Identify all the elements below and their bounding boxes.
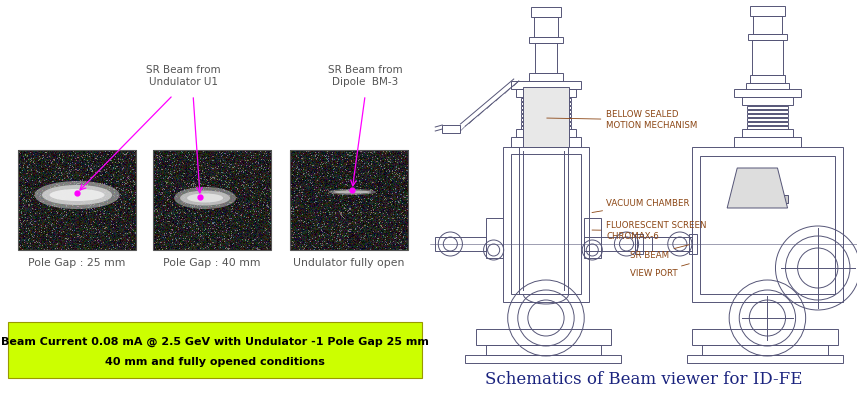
Bar [534,17,558,37]
Bar [692,147,843,302]
Bar [521,110,571,113]
Bar [529,37,563,43]
Bar [18,150,136,250]
Bar [516,129,576,137]
Ellipse shape [328,189,376,195]
Bar [700,156,835,294]
Bar [530,7,561,17]
Bar [516,89,576,97]
Bar [637,237,692,251]
Ellipse shape [180,191,231,205]
Bar [511,137,581,147]
Bar [634,234,643,254]
Ellipse shape [42,185,112,205]
Bar [521,98,571,101]
Bar [742,129,793,137]
Bar [291,150,408,250]
Text: Beam Current 0.08 mA @ 2.5 GeV with Undulator -1 Pole Gap 25 mm: Beam Current 0.08 mA @ 2.5 GeV with Undu… [1,336,429,347]
Ellipse shape [187,193,223,203]
Bar [747,106,788,109]
Bar [748,34,787,40]
Text: Schematics of Beam viewer for ID-FE: Schematics of Beam viewer for ID-FE [485,371,802,388]
Bar [153,150,271,250]
Bar [737,195,788,203]
Bar [751,6,784,16]
Bar [702,345,828,355]
Bar [692,329,838,345]
Bar [734,89,800,97]
Ellipse shape [34,181,120,209]
Bar [523,87,569,147]
Bar [529,73,563,81]
Bar [751,75,784,83]
Bar [687,355,843,363]
Bar [747,122,788,125]
Text: SR Beam from
Undulator U1: SR Beam from Undulator U1 [146,65,220,87]
Bar [521,102,571,105]
Bar [734,137,800,147]
Bar [584,237,634,251]
Bar [521,114,571,117]
Bar [747,110,788,113]
Bar [511,81,581,89]
Bar [689,234,697,254]
Bar [747,114,788,117]
Bar [476,329,611,345]
Bar [486,218,503,258]
Bar [521,118,571,121]
Text: FLUORESCENT SCREEN
CHROMAX-6: FLUORESCENT SCREEN CHROMAX-6 [592,221,707,241]
Bar [503,147,590,302]
Bar [535,43,557,73]
Bar [8,322,423,378]
Bar [747,118,788,121]
Text: Undulator fully open: Undulator fully open [293,258,405,268]
Ellipse shape [174,187,237,209]
Text: VIEW PORT: VIEW PORT [630,264,689,279]
Bar [521,126,571,129]
Bar [521,106,571,109]
Bar [746,83,788,89]
Bar [747,126,788,129]
Bar [742,97,793,105]
Bar [486,345,602,355]
Bar [584,218,602,258]
Text: 40 mm and fully opened conditions: 40 mm and fully opened conditions [105,357,325,367]
Bar [435,237,486,251]
Text: BELLOW SEALED
MOTION MECHANISM: BELLOW SEALED MOTION MECHANISM [547,110,698,130]
Text: SR Beam from
Dipole  BM-3: SR Beam from Dipole BM-3 [328,65,403,87]
Text: Pole Gap : 25 mm: Pole Gap : 25 mm [28,258,126,268]
Bar [465,355,621,363]
Ellipse shape [333,191,371,193]
Bar [511,154,581,294]
Ellipse shape [50,189,105,201]
Bar [753,16,782,34]
Text: VACUUM CHAMBER: VACUUM CHAMBER [592,199,690,213]
Text: Pole Gap : 40 mm: Pole Gap : 40 mm [164,258,261,268]
Text: SR BEAM: SR BEAM [630,245,689,259]
Polygon shape [727,168,788,208]
Bar [442,125,460,133]
Bar [521,122,571,125]
Bar [651,237,692,251]
Bar [752,40,782,75]
